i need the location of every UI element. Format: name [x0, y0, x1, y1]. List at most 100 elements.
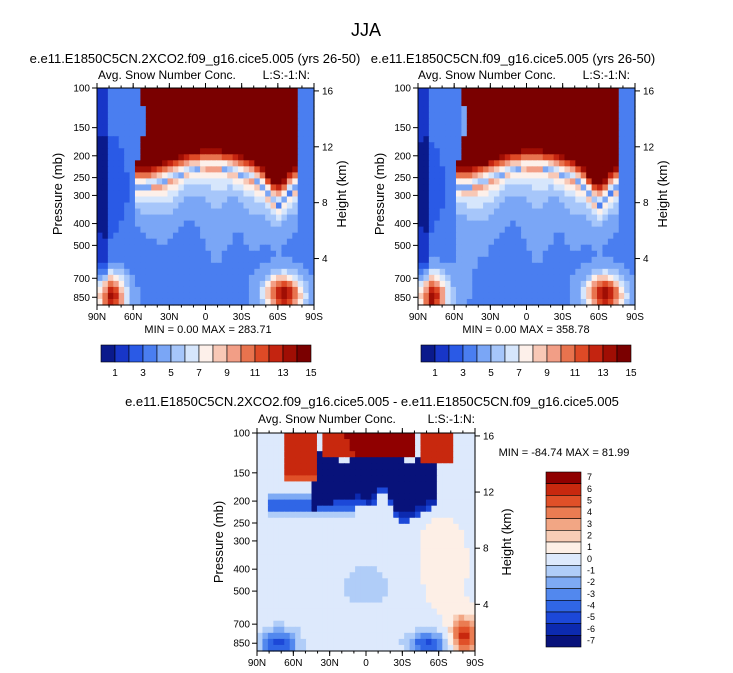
field-cell	[145, 94, 152, 101]
y-tick-label: 400	[73, 219, 90, 230]
field-cell	[553, 196, 560, 204]
field-cell	[618, 202, 625, 210]
field-cell	[276, 238, 283, 246]
field-cell	[439, 196, 446, 204]
field-cell	[216, 178, 223, 186]
field-cell	[607, 196, 614, 204]
field-cell	[243, 298, 250, 306]
field-cell	[493, 214, 500, 222]
field-cell	[618, 100, 625, 107]
field-cell	[597, 136, 604, 143]
field-cell	[569, 202, 576, 210]
field-cell	[393, 535, 400, 543]
field-cell	[472, 172, 479, 180]
field-cell	[580, 220, 587, 228]
field-cell	[607, 232, 614, 240]
field-cell	[248, 208, 255, 216]
field-cell	[618, 184, 625, 192]
field-cell	[607, 286, 614, 294]
field-cell	[431, 608, 438, 616]
field-cell	[297, 190, 304, 198]
field-cell	[371, 548, 378, 555]
field-cell	[597, 166, 604, 173]
field-cell	[607, 166, 614, 173]
field-cell	[445, 214, 452, 222]
field-cell	[393, 511, 400, 519]
field-cell	[455, 112, 462, 119]
field-cell	[387, 572, 394, 579]
field-cell	[238, 292, 245, 300]
field-cell	[445, 136, 452, 143]
field-cell	[472, 256, 479, 264]
field-cell	[569, 208, 576, 216]
field-cell	[431, 457, 438, 464]
field-cell	[428, 124, 435, 131]
field-cell	[183, 202, 190, 210]
field-cell	[333, 572, 340, 579]
field-cell	[607, 190, 614, 198]
field-cell	[172, 244, 179, 252]
field-cell	[398, 493, 405, 501]
field-cell	[344, 590, 351, 598]
field-cell	[371, 529, 378, 537]
field-cell	[262, 463, 269, 470]
field-cell	[464, 517, 471, 525]
field-cell	[472, 94, 479, 101]
field-cell	[575, 88, 582, 95]
field-cell	[178, 226, 185, 234]
field-cell	[216, 274, 223, 282]
field-cell	[134, 208, 141, 216]
field-cell	[376, 542, 383, 549]
field-cell	[289, 554, 296, 561]
field-cell	[434, 244, 441, 252]
field-cell	[297, 106, 304, 113]
field-cell	[289, 596, 296, 604]
field-cell	[322, 602, 329, 610]
field-cell	[580, 106, 587, 113]
field-cell	[575, 154, 582, 161]
field-cell	[118, 292, 125, 300]
field-cell	[442, 445, 449, 452]
field-cell	[189, 220, 196, 228]
field-cell	[586, 166, 593, 173]
field-cell	[455, 136, 462, 143]
field-cell	[360, 584, 367, 592]
field-cell	[515, 268, 522, 276]
field-cell	[107, 118, 114, 125]
field-cell	[306, 602, 313, 610]
field-cell	[183, 154, 190, 161]
y-tick-label: 850	[73, 293, 90, 304]
field-cell	[178, 208, 185, 216]
field-cell	[243, 280, 250, 288]
field-cell	[303, 154, 310, 161]
field-cell	[238, 172, 245, 180]
colorbar-label: 1	[587, 542, 592, 552]
colorbar-swatch	[282, 344, 298, 363]
field-cell	[445, 94, 452, 101]
y-right-tick-label: 16	[322, 86, 334, 97]
field-cell	[178, 274, 185, 282]
plot-axes: 90N 60N 30N 0 30S 60S 90S100150200250300400500…	[394, 83, 655, 323]
field-cell	[591, 250, 598, 258]
field-cell	[542, 208, 549, 216]
field-cell	[586, 280, 593, 288]
field-cell	[238, 154, 245, 161]
field-cell	[404, 614, 411, 622]
field-cell	[387, 433, 394, 440]
field-cell	[124, 148, 131, 155]
field-cell	[276, 196, 283, 204]
field-cell	[542, 274, 549, 282]
field-cell	[477, 280, 484, 288]
field-cell	[281, 88, 288, 95]
field-cell	[278, 596, 285, 604]
field-cell	[273, 487, 280, 495]
field-cell	[564, 100, 571, 107]
field-cell	[194, 232, 201, 240]
field-cell	[526, 202, 533, 210]
field-cell	[349, 614, 356, 622]
field-cell	[447, 499, 454, 507]
field-cell	[338, 572, 345, 579]
field-cell	[102, 178, 109, 186]
field-cell	[327, 584, 334, 592]
field-cell	[458, 451, 465, 458]
